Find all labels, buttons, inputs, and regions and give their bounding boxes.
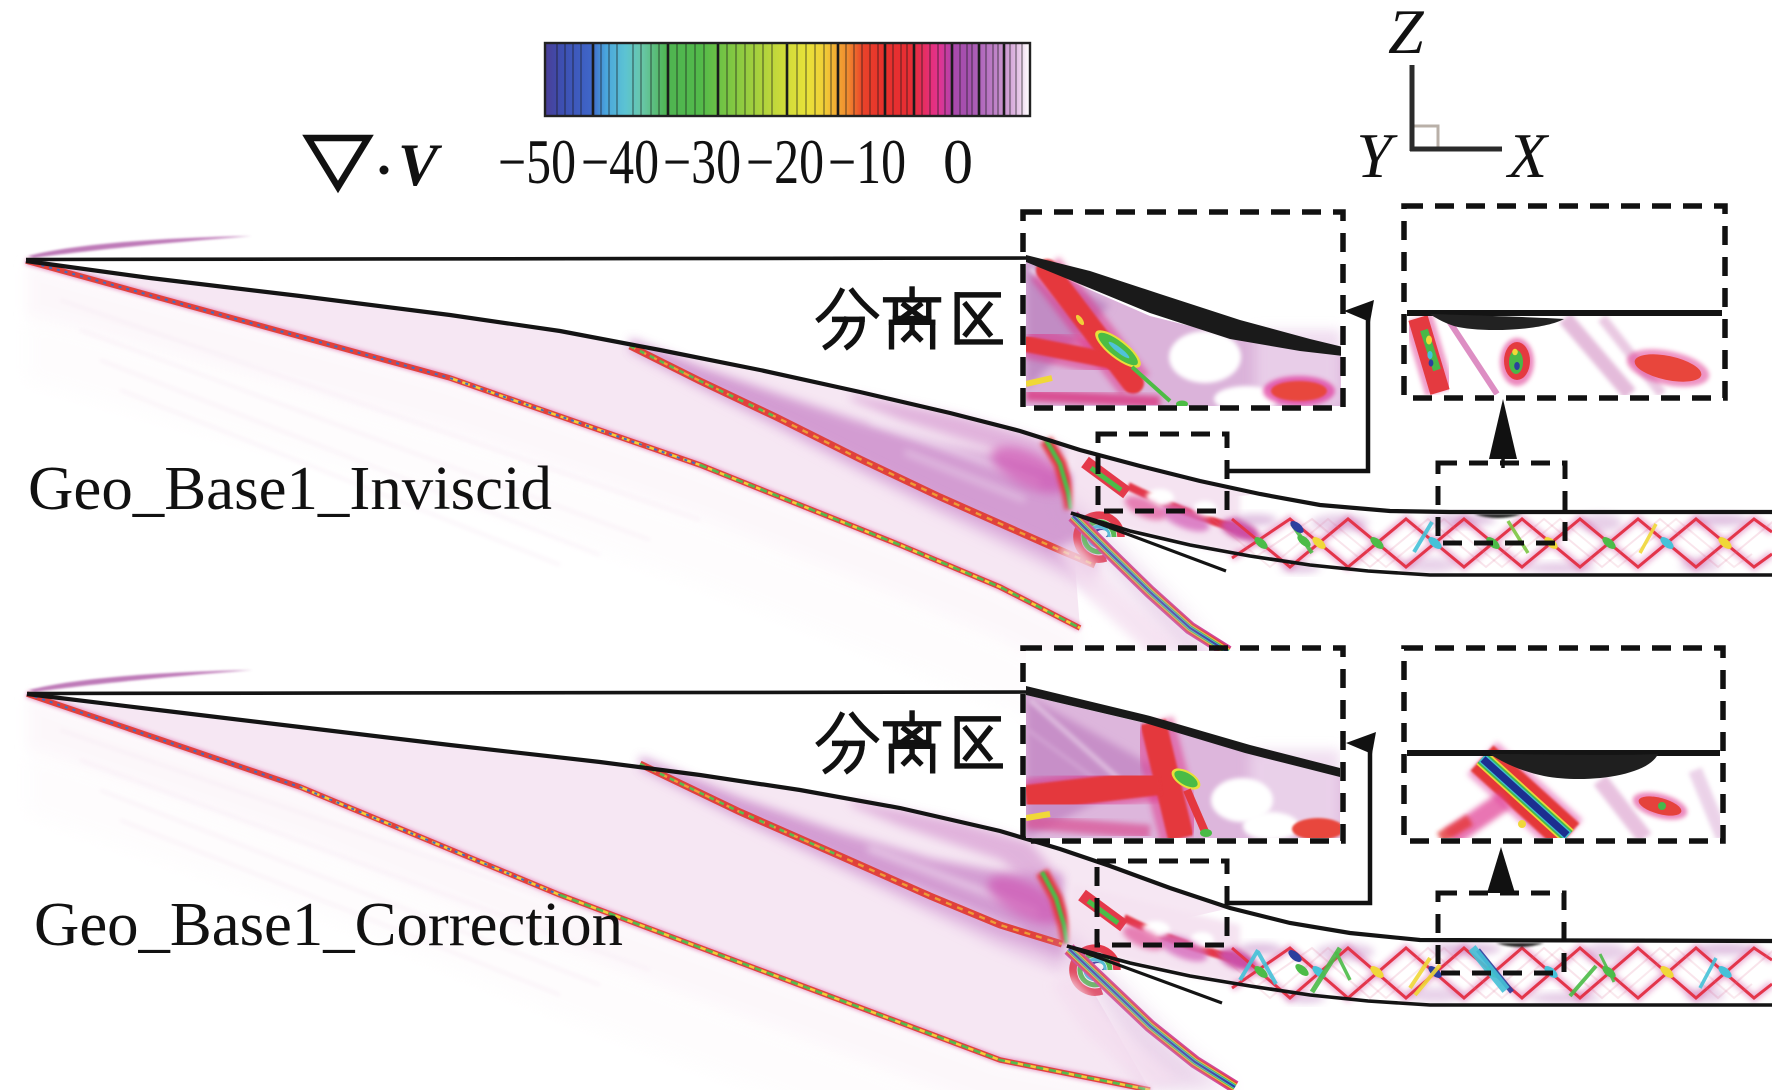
- svg-text:Z: Z: [1388, 0, 1425, 67]
- svg-text:V: V: [398, 132, 443, 198]
- svg-text:X: X: [1505, 120, 1550, 191]
- svg-text:−50: −50: [498, 127, 576, 197]
- svg-text:−40: −40: [581, 127, 659, 197]
- svg-text:0: 0: [943, 127, 973, 197]
- svg-text:−30: −30: [663, 127, 741, 197]
- svg-text:−20: −20: [746, 127, 824, 197]
- svg-text:Geo_Base1_Correction: Geo_Base1_Correction: [34, 891, 623, 959]
- svg-text:−10: −10: [828, 127, 906, 197]
- svg-text:Y: Y: [1356, 120, 1398, 191]
- svg-text:Geo_Base1_Inviscid: Geo_Base1_Inviscid: [28, 455, 552, 523]
